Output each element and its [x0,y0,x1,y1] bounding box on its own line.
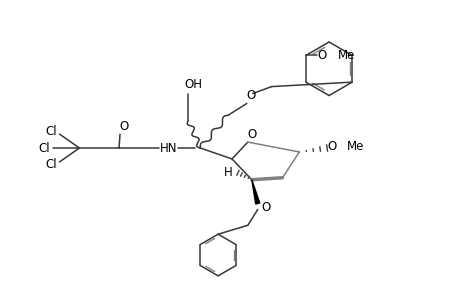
Text: Cl: Cl [46,158,57,171]
Text: Me: Me [337,49,354,62]
Polygon shape [251,180,259,204]
Text: O: O [246,128,256,141]
Text: HN: HN [159,142,177,154]
Text: Cl: Cl [46,125,57,138]
Text: H: H [223,166,232,179]
Text: O: O [327,140,336,152]
Text: Cl: Cl [38,142,50,154]
Text: O: O [316,49,326,62]
Text: O: O [246,89,255,102]
Text: O: O [260,201,270,214]
Text: Me: Me [346,140,364,152]
Text: OH: OH [184,78,202,91]
Text: O: O [119,120,129,133]
